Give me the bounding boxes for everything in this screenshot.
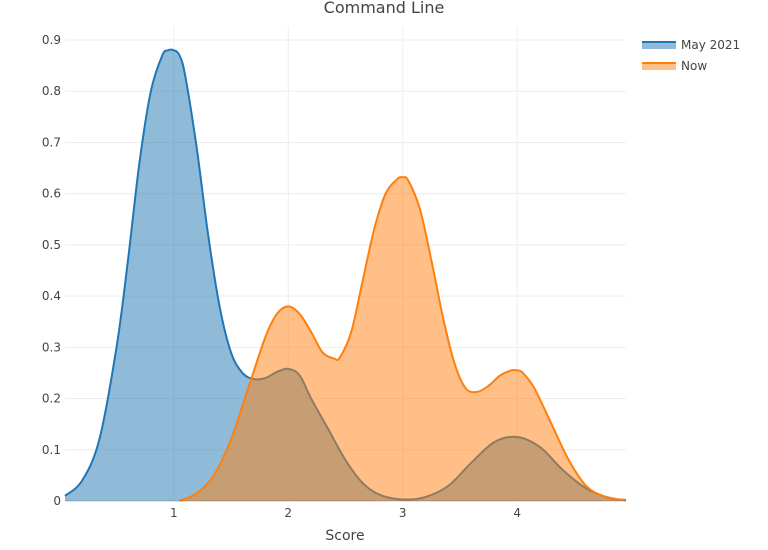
x-tick-label: 1	[170, 506, 178, 520]
y-tick-label: 0.6	[42, 187, 61, 201]
legend-label: May 2021	[681, 37, 741, 52]
y-tick-label: 0.5	[42, 238, 61, 252]
y-tick-label: 0.8	[42, 84, 61, 98]
series-areas	[64, 48, 627, 502]
y-tick-label: 0.3	[42, 340, 61, 354]
legend-swatch-icon	[642, 40, 676, 49]
y-tick-label: 0.9	[42, 33, 61, 47]
legend-item-may-2021[interactable]: May 2021	[642, 34, 740, 55]
legend-item-now[interactable]: Now	[642, 55, 740, 76]
legend-label: Now	[681, 58, 708, 73]
y-tick-label: 0.7	[42, 135, 61, 149]
series-fill	[179, 177, 626, 501]
y-tick-label: 0.4	[42, 289, 61, 303]
x-axis-ticks: 1 2 3 4	[170, 506, 521, 520]
y-tick-label: 0.1	[42, 443, 61, 457]
chart-title: Command Line	[323, 0, 445, 17]
y-axis-ticks: 0 0.1 0.2 0.3 0.4 0.5 0.6 0.7 0.8 0.9	[42, 33, 61, 508]
x-tick-label: 4	[513, 506, 521, 520]
x-tick-label: 2	[284, 506, 292, 520]
y-tick-label: 0	[53, 494, 61, 508]
x-axis-title: Score	[325, 528, 364, 544]
legend: May 2021 Now	[642, 34, 740, 76]
x-tick-label: 3	[399, 506, 407, 520]
series-line	[179, 176, 627, 502]
legend-swatch-icon	[642, 61, 676, 70]
y-tick-label: 0.2	[42, 392, 61, 406]
series-fill	[65, 49, 626, 502]
